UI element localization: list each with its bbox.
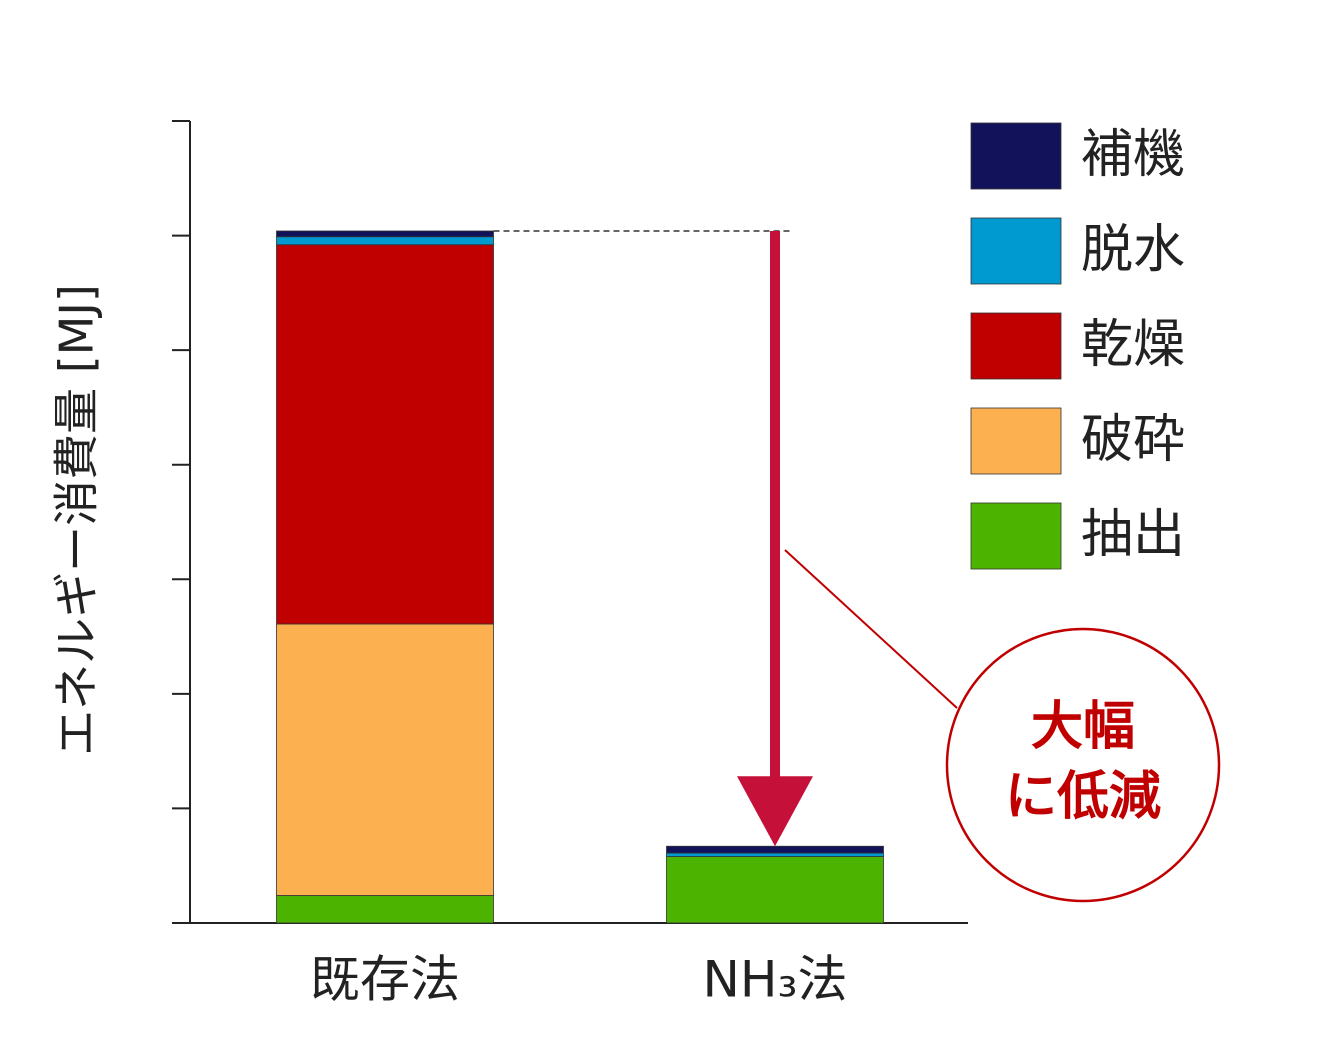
x-tick-label: NH₃法: [702, 951, 847, 1009]
bar-segment: [666, 845, 884, 854]
bar-segment: [276, 895, 494, 924]
callout-circle: [945, 627, 1221, 903]
arrow-head: [737, 776, 813, 847]
bar-segment: [666, 852, 884, 857]
legend-swatch: [970, 502, 1062, 570]
legend-swatch: [970, 407, 1062, 475]
bar-segment: [276, 230, 494, 238]
legend-label: 抽出: [1081, 505, 1185, 565]
legend-label: 乾燥: [1081, 315, 1185, 375]
legend-label: 補機: [1081, 125, 1185, 185]
y-axis-label: エネルギー消費量 [MJ]: [50, 284, 104, 756]
callout-text: 大幅: [1031, 697, 1135, 757]
legend-label: 脱水: [1081, 220, 1185, 280]
x-tick-label: 既存法: [310, 951, 460, 1009]
bar-segment: [666, 856, 884, 924]
legend-swatch: [970, 122, 1062, 190]
legend-label: 破砕: [1081, 410, 1185, 470]
callout-text: に低減: [1005, 767, 1161, 827]
bar-segment: [276, 244, 494, 625]
bar-segment: [276, 623, 494, 896]
legend-swatch: [970, 217, 1062, 285]
legend-swatch: [970, 312, 1062, 380]
callout-leader: [784, 549, 958, 709]
bar-segment: [276, 236, 494, 246]
